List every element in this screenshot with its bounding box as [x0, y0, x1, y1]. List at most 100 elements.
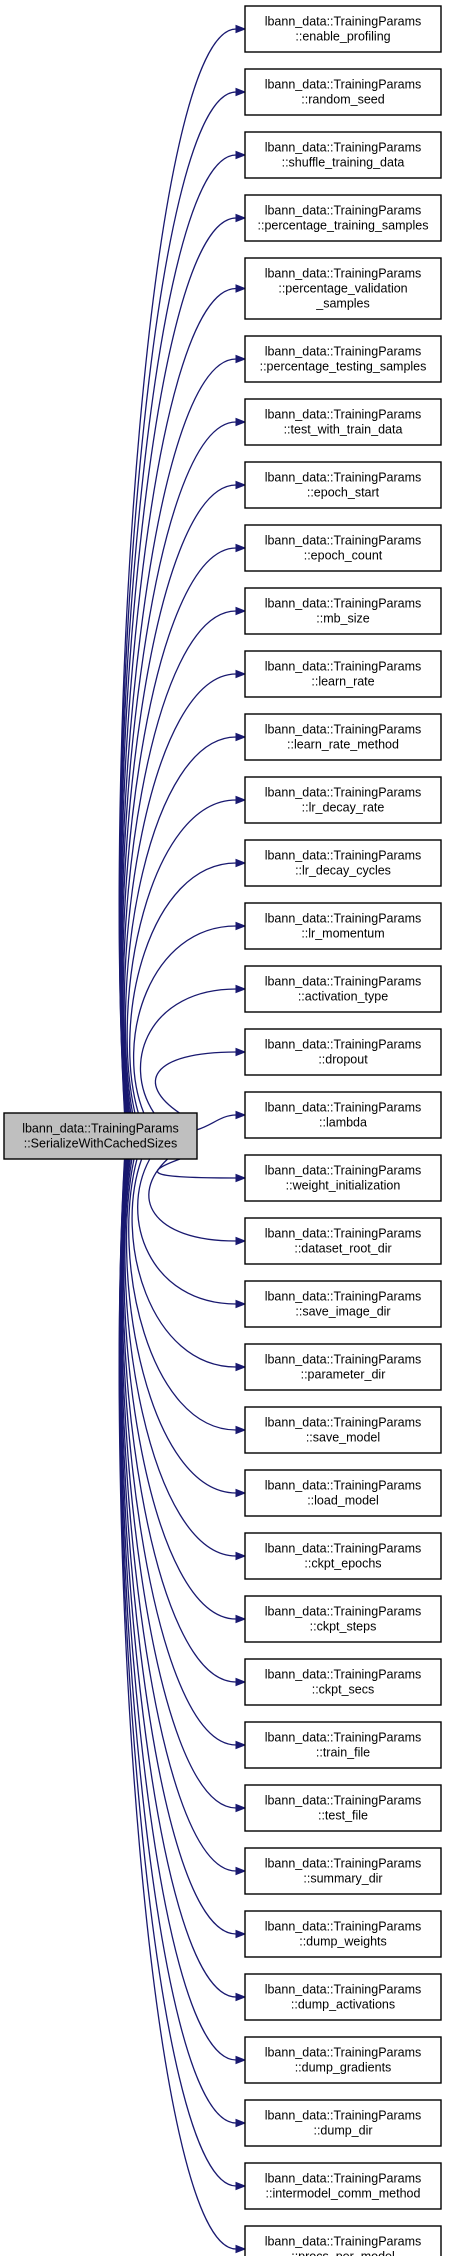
- call-edge: [123, 673, 237, 1114]
- callee-node-percentage-testing-samples[interactable]: lbann_data::TrainingParams::percentage_t…: [244, 335, 442, 383]
- node-label-line: ::summary_dir: [303, 1872, 382, 1886]
- callee-node-lr-momentum[interactable]: lbann_data::TrainingParams::lr_momentum: [244, 902, 442, 950]
- callee-node-dump-weights[interactable]: lbann_data::TrainingParams::dump_weights: [244, 1910, 442, 1958]
- arrowhead: [235, 795, 247, 805]
- node-label-line: ::ckpt_secs: [312, 1683, 375, 1697]
- node-label-line: ::random_seed: [301, 93, 384, 107]
- call-edge: [124, 1158, 237, 1557]
- call-edge: [148, 1158, 237, 1242]
- arrowhead: [235, 354, 247, 364]
- node-label-line: lbann_data::TrainingParams: [265, 912, 422, 926]
- node-label-line: lbann_data::TrainingParams: [265, 723, 422, 737]
- node-label-line: ::dataset_root_dir: [294, 1242, 391, 1256]
- callee-node-epoch-count[interactable]: lbann_data::TrainingParams::epoch_count: [244, 524, 442, 572]
- arrowhead: [235, 1551, 247, 1561]
- node-label-line: lbann_data::TrainingParams: [265, 1605, 422, 1619]
- callee-node-learn-rate[interactable]: lbann_data::TrainingParams::learn_rate: [244, 650, 442, 698]
- node-box: [244, 1469, 442, 1517]
- callee-node-lambda[interactable]: lbann_data::TrainingParams::lambda: [244, 1091, 442, 1139]
- call-edge: [156, 1158, 237, 1179]
- callee-node-weight-initialization[interactable]: lbann_data::TrainingParams::weight_initi…: [244, 1154, 442, 1202]
- node-label-line: ::lambda: [319, 1116, 367, 1130]
- node-label-line: ::procs_per_model: [291, 2250, 395, 2256]
- node-box: [244, 2225, 442, 2256]
- node-label-line: lbann_data::TrainingParams: [265, 1479, 422, 1493]
- callee-node-save-image-dir[interactable]: lbann_data::TrainingParams::save_image_d…: [244, 1280, 442, 1328]
- node-label-line: ::learn_rate: [311, 675, 374, 689]
- arrowhead: [235, 1614, 247, 1624]
- node-label-line: lbann_data::TrainingParams: [265, 1101, 422, 1115]
- arrowhead: [235, 1047, 247, 1057]
- callee-node-learn-rate-method[interactable]: lbann_data::TrainingParams::learn_rate_m…: [244, 713, 442, 761]
- node-box: [244, 2036, 442, 2084]
- callee-node-percentage-validation[interactable]: lbann_data::TrainingParams::percentage_v…: [244, 257, 442, 320]
- callee-node-ckpt-steps[interactable]: lbann_data::TrainingParams::ckpt_steps: [244, 1595, 442, 1643]
- arrowhead: [235, 1362, 247, 1372]
- node-label-line: ::percentage_training_samples: [258, 219, 429, 233]
- callee-node-lr-decay-rate[interactable]: lbann_data::TrainingParams::lr_decay_rat…: [244, 776, 442, 824]
- callee-node-enable-profiling[interactable]: lbann_data::TrainingParams::enable_profi…: [244, 5, 442, 53]
- callee-node-parameter-dir[interactable]: lbann_data::TrainingParams::parameter_di…: [244, 1343, 442, 1391]
- node-box: [244, 1343, 442, 1391]
- callee-node-save-model[interactable]: lbann_data::TrainingParams::save_model: [244, 1406, 442, 1454]
- callee-node-shuffle-training-data[interactable]: lbann_data::TrainingParams::shuffle_trai…: [244, 131, 442, 179]
- callee-node-dump-activations[interactable]: lbann_data::TrainingParams::dump_activat…: [244, 1973, 442, 2021]
- node-box: [244, 902, 442, 950]
- callee-node-dataset-root-dir[interactable]: lbann_data::TrainingParams::dataset_root…: [244, 1217, 442, 1265]
- call-edge: [132, 925, 237, 1114]
- callee-node-intermodel-comm-method[interactable]: lbann_data::TrainingParams::intermodel_c…: [244, 2162, 442, 2210]
- call-edges: [118, 24, 247, 2254]
- arrowhead: [235, 480, 247, 490]
- node-label-line: lbann_data::TrainingParams: [265, 15, 422, 29]
- node-label-line: ::lr_decay_rate: [302, 801, 385, 815]
- node-label-line: lbann_data::TrainingParams: [265, 534, 422, 548]
- node-label-line: ::ckpt_epochs: [304, 1557, 381, 1571]
- arrowhead: [235, 543, 247, 553]
- callee-node-test-file[interactable]: lbann_data::TrainingParams::test_file: [244, 1784, 442, 1832]
- callee-node-ckpt-secs[interactable]: lbann_data::TrainingParams::ckpt_secs: [244, 1658, 442, 1706]
- callee-node-summary-dir[interactable]: lbann_data::TrainingParams::summary_dir: [244, 1847, 442, 1895]
- node-label-line: lbann_data::TrainingParams: [265, 408, 422, 422]
- arrowhead: [235, 606, 247, 616]
- node-box: [244, 1406, 442, 1454]
- root-node-serializewithcachedsizes[interactable]: lbann_data::TrainingParams::SerializeWit…: [3, 1112, 198, 1160]
- node-label-line: lbann_data::TrainingParams: [265, 78, 422, 92]
- callee-node-dump-gradients[interactable]: lbann_data::TrainingParams::dump_gradien…: [244, 2036, 442, 2084]
- node-label-line: lbann_data::TrainingParams: [265, 1290, 422, 1304]
- callee-node-activation-type[interactable]: lbann_data::TrainingParams::activation_t…: [244, 965, 442, 1013]
- call-edge: [121, 484, 237, 1114]
- arrowhead: [235, 1425, 247, 1435]
- node-label-line: ::dump_dir: [313, 2124, 372, 2138]
- callee-node-dropout[interactable]: lbann_data::TrainingParams::dropout: [244, 1028, 442, 1076]
- node-label-line: lbann_data::TrainingParams: [265, 1983, 422, 1997]
- node-box: [244, 713, 442, 761]
- node-label-line: lbann_data::TrainingParams: [265, 1416, 422, 1430]
- callee-node-train-file[interactable]: lbann_data::TrainingParams::train_file: [244, 1721, 442, 1769]
- node-label-line: lbann_data::TrainingParams: [265, 1668, 422, 1682]
- callee-node-ckpt-epochs[interactable]: lbann_data::TrainingParams::ckpt_epochs: [244, 1532, 442, 1580]
- node-label-line: ::epoch_start: [307, 486, 380, 500]
- callee-node-percentage-training-samples[interactable]: lbann_data::TrainingParams::percentage_t…: [244, 194, 442, 242]
- callee-node-lr-decay-cycles[interactable]: lbann_data::TrainingParams::lr_decay_cyc…: [244, 839, 442, 887]
- arrowhead: [235, 1110, 247, 1120]
- node-label-line: ::percentage_testing_samples: [260, 360, 427, 374]
- node-label-line: ::test_file: [318, 1809, 368, 1823]
- callee-node-test-with-train-data[interactable]: lbann_data::TrainingParams::test_with_tr…: [244, 398, 442, 446]
- callee-node-dump-dir[interactable]: lbann_data::TrainingParams::dump_dir: [244, 2099, 442, 2147]
- callee-node-random-seed[interactable]: lbann_data::TrainingParams::random_seed: [244, 68, 442, 116]
- node-box: [244, 461, 442, 509]
- node-box: [244, 5, 442, 53]
- call-edge: [126, 799, 237, 1114]
- node-label-line: ::percentage_validation: [278, 282, 407, 296]
- callee-node-epoch-start[interactable]: lbann_data::TrainingParams::epoch_start: [244, 461, 442, 509]
- node-label-line: lbann_data::TrainingParams: [265, 2109, 422, 2123]
- node-box: [244, 1280, 442, 1328]
- callee-node-mb-size[interactable]: lbann_data::TrainingParams::mb_size: [244, 587, 442, 635]
- callee-node-procs-per-model[interactable]: lbann_data::TrainingParams::procs_per_mo…: [244, 2225, 442, 2256]
- node-label-line: ::weight_initialization: [286, 1179, 401, 1193]
- arrowhead: [235, 2055, 247, 2065]
- callee-node-load-model[interactable]: lbann_data::TrainingParams::load_model: [244, 1469, 442, 1517]
- call-edge: [118, 1158, 237, 2187]
- node-label-line: ::shuffle_training_data: [282, 156, 405, 170]
